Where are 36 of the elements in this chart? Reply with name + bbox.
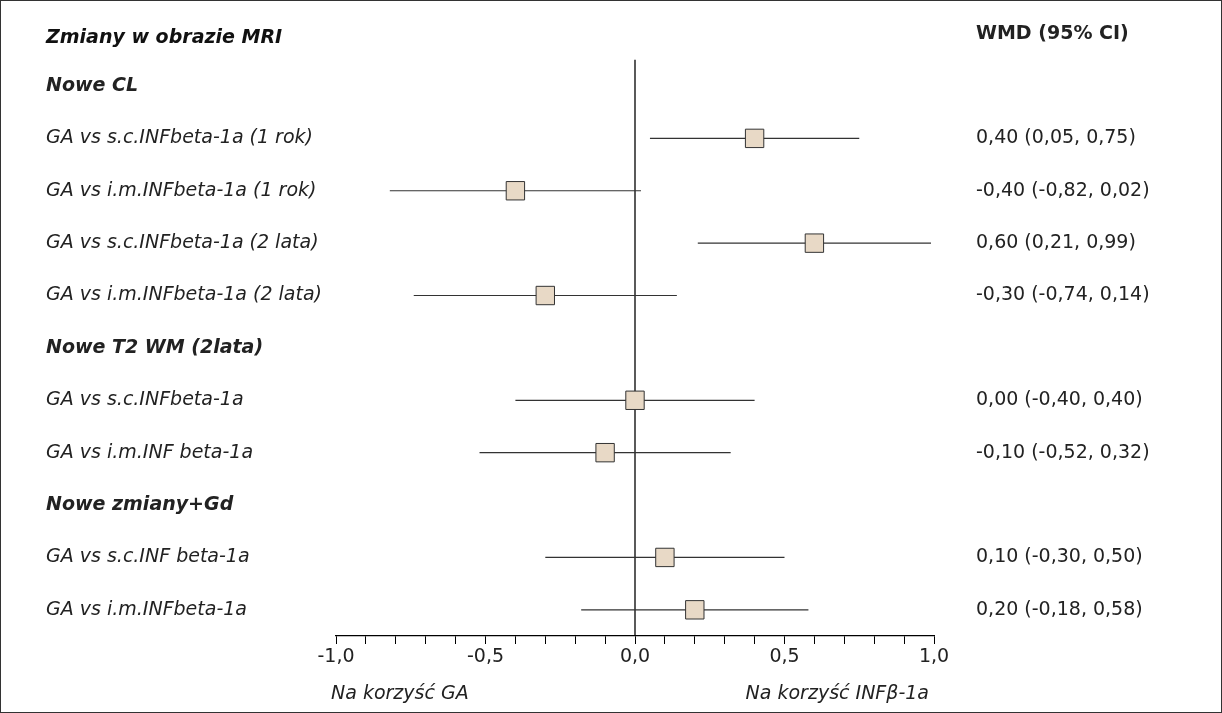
- x-tick-label: -0,5: [466, 644, 505, 667]
- text: WMD (95% CI): [976, 21, 1129, 44]
- text: Na korzyść INFβ-1a: [745, 680, 929, 703]
- data-label: 0,20 (-0,18, 0,58): [976, 596, 1143, 619]
- y-tick-label: GA vs i.m.INF beta-1a: [46, 439, 254, 462]
- y-tick-label: GA vs i.m.INFbeta-1a: [46, 596, 247, 619]
- y-tick-label: Nowe T2 WM (2lata): [46, 334, 264, 357]
- point: [595, 442, 615, 463]
- y-tick-label: GA vs s.c.INF beta-1a: [46, 544, 250, 567]
- x-tick-label: 0,0: [619, 644, 651, 667]
- point: [655, 547, 675, 568]
- text: Zmiany w obrazie MRI: [45, 25, 283, 48]
- point: [804, 233, 825, 253]
- x-tick-label: 1,0: [918, 644, 950, 667]
- point: [685, 600, 705, 620]
- point: [535, 285, 555, 306]
- data-label: 0,40 (0,05, 0,75): [976, 125, 1136, 148]
- data-label: 0,00 (-0,40, 0,40): [976, 387, 1143, 410]
- y-tick-label: Nowe zmiany+Gd: [46, 491, 234, 514]
- data-label: -0,40 (-0,82, 0,02): [976, 177, 1150, 200]
- point: [505, 181, 526, 201]
- data-label: -0,10 (-0,52, 0,32): [976, 439, 1150, 462]
- data-label: -0,30 (-0,74, 0,14): [976, 282, 1150, 305]
- y-tick-label: GA vs i.m.INFbeta-1a (2 lata): [46, 282, 322, 305]
- point: [744, 128, 765, 149]
- y-tick-label: GA vs s.c.INFbeta-1a (1 rok): [46, 125, 313, 148]
- text: Na korzyść GA: [331, 680, 469, 703]
- y-tick-label: Nowe CL: [46, 72, 139, 95]
- point: [625, 390, 645, 410]
- data-label: 0,10 (-0,30, 0,50): [976, 544, 1143, 567]
- data-label: 0,60 (0,21, 0,99): [976, 230, 1136, 253]
- y-tick-label: GA vs i.m.INFbeta-1a (1 rok): [46, 177, 317, 200]
- y-tick-label: GA vs s.c.INFbeta-1a: [46, 387, 244, 410]
- y-tick-label: GA vs s.c.INFbeta-1a (2 lata): [46, 230, 319, 253]
- x-tick-label: 0,5: [769, 644, 800, 667]
- x-tick-label: -1,0: [317, 644, 355, 667]
